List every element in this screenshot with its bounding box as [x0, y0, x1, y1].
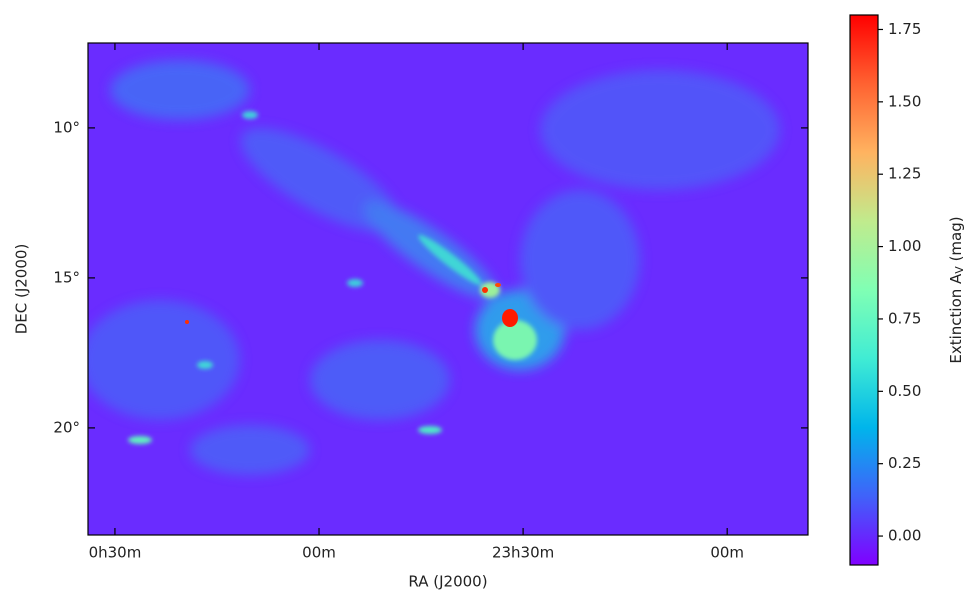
x-axis-label: RA (J2000)	[408, 573, 487, 591]
x-tick-label: 00m	[302, 544, 336, 562]
colorbar-tick-label: 1.00	[888, 237, 921, 255]
colorbar-tick-label: 0.75	[888, 309, 921, 327]
colorbar-tick-label: 1.50	[888, 92, 921, 110]
y-axis-label: DEC (J2000)	[13, 244, 31, 335]
y-tick-label: 15°	[53, 268, 80, 286]
x-tick-label: 0h30m	[89, 544, 142, 562]
x-tick-label: 23h30m	[492, 544, 554, 562]
colorbar-label: Extinction AV (mag)	[947, 216, 965, 363]
colorbar-tick-label: 0.50	[888, 382, 921, 400]
colorbar-label-sub: V	[953, 266, 965, 274]
colorbar-tick-label: 1.75	[888, 20, 921, 38]
y-tick-label: 20°	[53, 418, 80, 436]
colorbar-tick-label: 0.00	[888, 527, 921, 545]
colorbar-label-unit: (mag)	[947, 216, 965, 266]
colorbar-label-main: Extinction A	[947, 273, 965, 364]
x-tick-label: 00m	[710, 544, 744, 562]
colorbar-tick-label: 1.25	[888, 165, 921, 183]
map-image	[88, 43, 808, 535]
colorbar	[849, 14, 879, 566]
y-tick-label: 10°	[53, 118, 80, 136]
axes-frame	[87, 42, 809, 536]
colorbar-tick-label: 0.25	[888, 454, 921, 472]
